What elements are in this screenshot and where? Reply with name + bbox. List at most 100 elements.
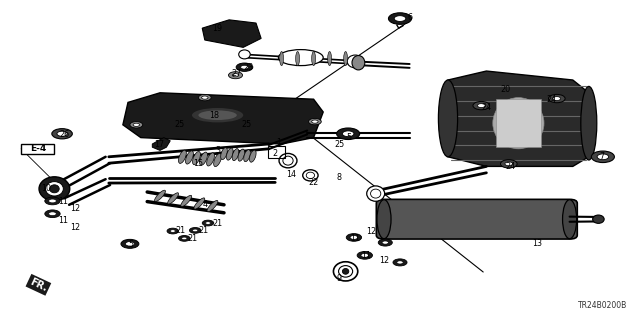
Circle shape [350, 236, 358, 239]
Bar [268, 146, 285, 158]
Circle shape [393, 259, 407, 266]
Circle shape [125, 242, 134, 246]
Circle shape [202, 220, 214, 226]
Ellipse shape [348, 55, 364, 68]
Text: 24: 24 [481, 103, 492, 112]
Text: 23: 23 [243, 63, 253, 72]
Text: 15: 15 [193, 159, 204, 168]
Circle shape [52, 129, 72, 139]
Circle shape [388, 13, 412, 24]
Text: 13: 13 [532, 239, 543, 248]
Text: 21: 21 [187, 234, 197, 243]
Text: 27: 27 [232, 69, 242, 78]
Circle shape [205, 222, 211, 224]
Bar [21, 144, 54, 154]
Text: 11: 11 [58, 197, 68, 206]
Text: 4: 4 [202, 200, 207, 209]
Ellipse shape [344, 52, 348, 66]
Text: 25: 25 [241, 120, 252, 129]
Circle shape [308, 118, 321, 125]
Text: 9: 9 [337, 274, 342, 283]
Ellipse shape [198, 110, 237, 120]
Ellipse shape [339, 266, 353, 277]
Circle shape [591, 151, 614, 163]
Circle shape [170, 230, 175, 232]
Circle shape [133, 123, 140, 126]
Ellipse shape [312, 52, 316, 66]
Text: 12: 12 [70, 223, 81, 232]
Ellipse shape [250, 150, 256, 162]
Polygon shape [202, 20, 261, 47]
Ellipse shape [333, 262, 358, 281]
Circle shape [228, 72, 243, 79]
Ellipse shape [179, 150, 186, 164]
Text: 10: 10 [41, 184, 51, 193]
Circle shape [397, 261, 403, 264]
Ellipse shape [193, 151, 200, 165]
Circle shape [182, 237, 187, 240]
Circle shape [346, 234, 362, 241]
Ellipse shape [367, 186, 385, 201]
Ellipse shape [342, 268, 349, 274]
Circle shape [553, 97, 561, 100]
Text: FR.: FR. [28, 276, 49, 293]
Text: 22: 22 [308, 178, 319, 187]
Ellipse shape [214, 153, 221, 167]
Ellipse shape [306, 172, 315, 179]
Ellipse shape [493, 98, 544, 149]
Circle shape [342, 131, 354, 137]
Circle shape [361, 253, 369, 257]
Circle shape [193, 229, 198, 232]
Ellipse shape [154, 190, 166, 202]
Text: 11: 11 [350, 234, 360, 243]
Ellipse shape [377, 200, 391, 239]
Ellipse shape [39, 177, 70, 201]
Circle shape [57, 131, 67, 136]
Circle shape [198, 94, 211, 101]
Circle shape [236, 63, 253, 71]
Ellipse shape [593, 215, 604, 223]
Ellipse shape [45, 182, 63, 196]
Text: 25: 25 [174, 120, 184, 129]
Ellipse shape [227, 148, 233, 160]
Circle shape [500, 160, 517, 168]
Text: 21: 21 [175, 226, 186, 235]
Ellipse shape [221, 148, 227, 160]
Text: 5: 5 [129, 240, 134, 249]
Ellipse shape [232, 148, 239, 161]
Ellipse shape [186, 151, 193, 164]
Circle shape [232, 74, 239, 77]
Circle shape [121, 239, 139, 248]
Polygon shape [448, 71, 589, 166]
Circle shape [394, 16, 406, 21]
Circle shape [382, 241, 388, 244]
Polygon shape [123, 93, 323, 144]
Ellipse shape [303, 170, 318, 181]
Circle shape [597, 154, 609, 160]
Ellipse shape [581, 86, 597, 160]
Text: 3: 3 [215, 146, 220, 155]
Ellipse shape [283, 156, 293, 165]
Circle shape [45, 197, 60, 205]
Text: 21: 21 [198, 226, 209, 235]
Bar [496, 99, 541, 147]
Circle shape [378, 239, 392, 246]
Circle shape [49, 212, 56, 216]
Ellipse shape [352, 56, 365, 70]
Ellipse shape [50, 185, 60, 193]
Ellipse shape [371, 189, 381, 198]
Ellipse shape [280, 52, 284, 66]
Circle shape [477, 104, 485, 108]
Text: 5: 5 [346, 133, 351, 142]
Text: 12: 12 [70, 204, 81, 212]
Text: 18: 18 [209, 111, 220, 120]
Circle shape [473, 101, 490, 110]
Ellipse shape [207, 153, 214, 166]
Circle shape [312, 120, 318, 123]
Circle shape [179, 236, 190, 241]
Ellipse shape [328, 52, 332, 66]
Ellipse shape [194, 198, 205, 209]
Text: 2: 2 [273, 149, 278, 158]
Ellipse shape [200, 152, 207, 165]
Ellipse shape [438, 80, 458, 157]
